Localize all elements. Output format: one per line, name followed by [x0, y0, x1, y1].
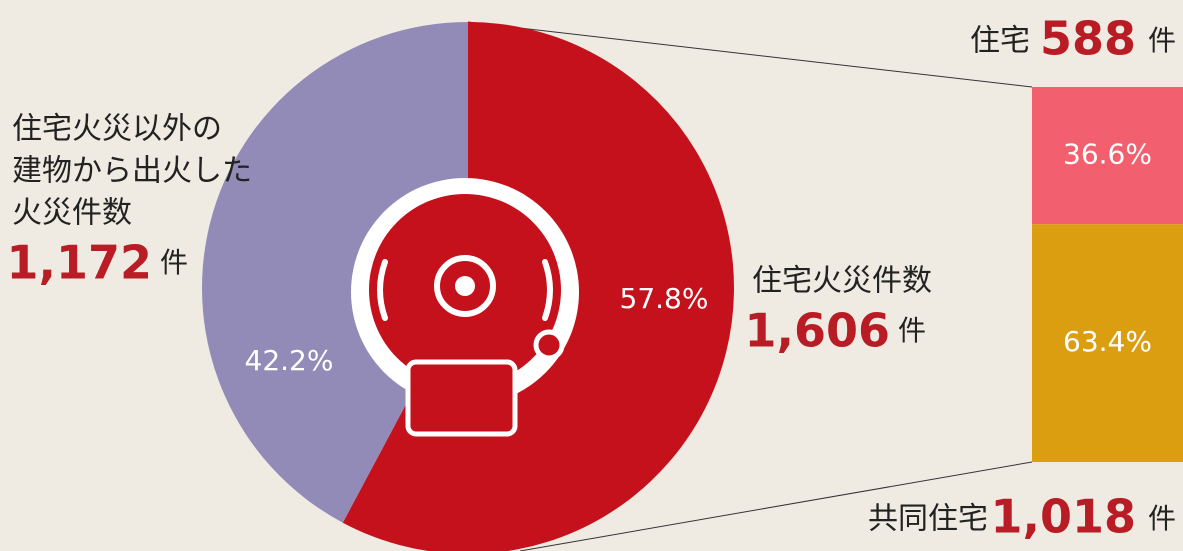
connector	[519, 461, 1033, 551]
count-label: 1,606	[744, 304, 890, 358]
pie-slice	[202, 22, 468, 523]
bar-segment	[1032, 87, 1183, 225]
unit-label: 件	[160, 246, 188, 279]
slice-percent: 42.2%	[245, 344, 334, 377]
segment-percent: 63.4%	[1063, 325, 1152, 358]
slice-percent: 57.8%	[620, 282, 709, 315]
connector	[467, 21, 1033, 88]
bar-segment	[1032, 224, 1183, 462]
category-label: 火災件数	[12, 196, 132, 231]
count-label: 588	[1040, 12, 1136, 66]
unit-label: 件	[1148, 502, 1176, 535]
count-label: 1,018	[990, 490, 1136, 544]
category-label: 建物から出火した	[12, 154, 252, 189]
segment-percent: 36.6%	[1063, 138, 1152, 171]
category-label: 住宅	[970, 24, 1030, 59]
unit-label: 件	[1148, 24, 1176, 57]
unit-label: 件	[898, 314, 926, 347]
category-label: 住宅火災件数	[752, 264, 932, 299]
category-label: 共同住宅	[868, 502, 988, 537]
category-label: 住宅火災以外の	[12, 112, 222, 147]
count-label: 1,172	[6, 236, 152, 290]
bell-icon	[351, 178, 579, 437]
